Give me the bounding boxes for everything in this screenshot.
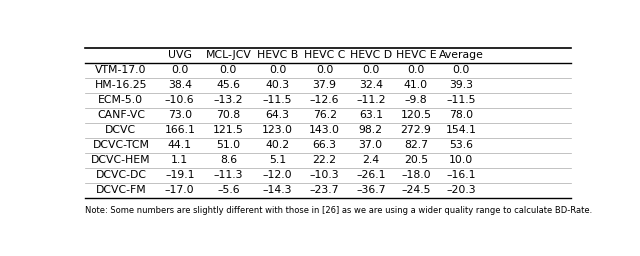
Text: 76.2: 76.2 xyxy=(312,110,337,120)
Text: 22.2: 22.2 xyxy=(312,155,337,165)
Text: HEVC C: HEVC C xyxy=(304,50,346,60)
Text: –11.2: –11.2 xyxy=(356,95,385,105)
Text: –16.1: –16.1 xyxy=(446,170,476,180)
Text: –5.6: –5.6 xyxy=(217,185,239,195)
Text: 0.0: 0.0 xyxy=(171,66,188,76)
Text: 70.8: 70.8 xyxy=(216,110,241,120)
Text: 0.0: 0.0 xyxy=(316,66,333,76)
Text: –24.5: –24.5 xyxy=(401,185,431,195)
Text: HEVC E: HEVC E xyxy=(396,50,436,60)
Text: 66.3: 66.3 xyxy=(312,140,337,150)
Text: 0.0: 0.0 xyxy=(452,66,470,76)
Text: 272.9: 272.9 xyxy=(401,125,431,135)
Text: 2.4: 2.4 xyxy=(362,155,380,165)
Text: –12.0: –12.0 xyxy=(263,170,292,180)
Text: 8.6: 8.6 xyxy=(220,155,237,165)
Text: 123.0: 123.0 xyxy=(262,125,293,135)
Text: 82.7: 82.7 xyxy=(404,140,428,150)
Text: ECM-5.0: ECM-5.0 xyxy=(99,95,143,105)
Text: –11.3: –11.3 xyxy=(214,170,243,180)
Text: 10.0: 10.0 xyxy=(449,155,473,165)
Text: HM-16.25: HM-16.25 xyxy=(95,80,147,90)
Text: –9.8: –9.8 xyxy=(404,95,428,105)
Text: 32.4: 32.4 xyxy=(359,80,383,90)
Text: –36.7: –36.7 xyxy=(356,185,385,195)
Text: –13.2: –13.2 xyxy=(214,95,243,105)
Text: 154.1: 154.1 xyxy=(445,125,476,135)
Text: 1.1: 1.1 xyxy=(171,155,188,165)
Text: –20.3: –20.3 xyxy=(446,185,476,195)
Text: –10.6: –10.6 xyxy=(165,95,195,105)
Text: MCL-JCV: MCL-JCV xyxy=(205,50,252,60)
Text: –18.0: –18.0 xyxy=(401,170,431,180)
Text: 63.1: 63.1 xyxy=(359,110,383,120)
Text: 5.1: 5.1 xyxy=(269,155,286,165)
Text: CANF-VC: CANF-VC xyxy=(97,110,145,120)
Text: Note: Some numbers are slightly different with those in [26] as we are using a w: Note: Some numbers are slightly differen… xyxy=(85,206,592,215)
Text: 51.0: 51.0 xyxy=(216,140,241,150)
Text: DCVC-FM: DCVC-FM xyxy=(95,185,147,195)
Text: 44.1: 44.1 xyxy=(168,140,192,150)
Text: –11.5: –11.5 xyxy=(446,95,476,105)
Text: UVG: UVG xyxy=(168,50,192,60)
Text: DCVC-DC: DCVC-DC xyxy=(95,170,147,180)
Text: 45.6: 45.6 xyxy=(216,80,241,90)
Text: 166.1: 166.1 xyxy=(164,125,195,135)
Text: –14.3: –14.3 xyxy=(263,185,292,195)
Text: 98.2: 98.2 xyxy=(359,125,383,135)
Text: 37.0: 37.0 xyxy=(358,140,383,150)
Text: –23.7: –23.7 xyxy=(310,185,339,195)
Text: 64.3: 64.3 xyxy=(266,110,290,120)
Text: 39.3: 39.3 xyxy=(449,80,473,90)
Text: 0.0: 0.0 xyxy=(269,66,286,76)
Text: 0.0: 0.0 xyxy=(362,66,380,76)
Text: –26.1: –26.1 xyxy=(356,170,385,180)
Text: 40.3: 40.3 xyxy=(266,80,290,90)
Text: 120.5: 120.5 xyxy=(401,110,431,120)
Text: VTM-17.0: VTM-17.0 xyxy=(95,66,147,76)
Text: 37.9: 37.9 xyxy=(312,80,337,90)
Text: –19.1: –19.1 xyxy=(165,170,195,180)
Text: HEVC D: HEVC D xyxy=(349,50,392,60)
Text: 38.4: 38.4 xyxy=(168,80,192,90)
Text: 0.0: 0.0 xyxy=(220,66,237,76)
Text: Average: Average xyxy=(438,50,483,60)
Text: 143.0: 143.0 xyxy=(309,125,340,135)
Text: –10.3: –10.3 xyxy=(310,170,339,180)
Text: DCVC: DCVC xyxy=(106,125,136,135)
Text: 0.0: 0.0 xyxy=(407,66,425,76)
Text: –12.6: –12.6 xyxy=(310,95,339,105)
Text: DCVC-HEM: DCVC-HEM xyxy=(91,155,151,165)
Text: 53.6: 53.6 xyxy=(449,140,473,150)
Text: 78.0: 78.0 xyxy=(449,110,473,120)
Text: 40.2: 40.2 xyxy=(266,140,290,150)
Text: 73.0: 73.0 xyxy=(168,110,192,120)
Text: –17.0: –17.0 xyxy=(165,185,195,195)
Text: DCVC-TCM: DCVC-TCM xyxy=(92,140,149,150)
Text: 41.0: 41.0 xyxy=(404,80,428,90)
Text: HEVC B: HEVC B xyxy=(257,50,298,60)
Text: –11.5: –11.5 xyxy=(263,95,292,105)
Text: 20.5: 20.5 xyxy=(404,155,428,165)
Text: 121.5: 121.5 xyxy=(213,125,244,135)
